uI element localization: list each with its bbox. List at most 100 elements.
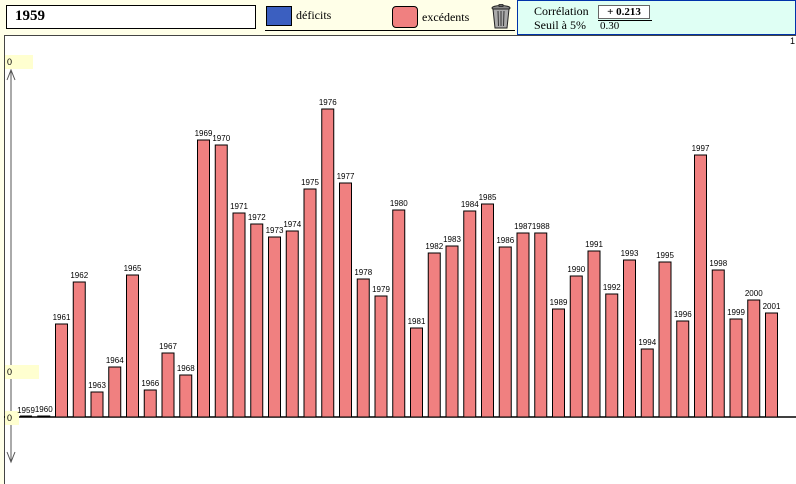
bar-1996 <box>676 320 690 418</box>
bar-label-2001: 2001 <box>763 302 781 311</box>
bar-label-1967: 1967 <box>159 342 177 351</box>
bar-1959 <box>20 415 32 417</box>
bar-1968 <box>179 374 193 418</box>
bar-1995 <box>658 261 672 418</box>
bar-label-1961: 1961 <box>53 313 71 322</box>
correlation-value: + 0.213 <box>598 5 650 19</box>
y-tick-bg <box>5 55 33 69</box>
bar-1984 <box>463 210 477 418</box>
bar-label-1989: 1989 <box>550 298 568 307</box>
bar-label-1979: 1979 <box>372 285 390 294</box>
y-tick-bg <box>5 411 19 425</box>
bar-1983 <box>445 245 459 418</box>
threshold-label: Seuil à 5% <box>534 18 586 32</box>
bar-label-1986: 1986 <box>496 236 514 245</box>
bar-1976 <box>321 108 335 418</box>
bar-label-1982: 1982 <box>425 242 443 251</box>
bar-label-1993: 1993 <box>621 249 639 258</box>
bar-1980 <box>392 209 406 418</box>
bar-1975 <box>303 188 317 418</box>
bar-1986 <box>498 246 512 418</box>
bar-1999 <box>729 318 743 418</box>
bar-label-1959: 1959 <box>17 406 35 415</box>
bar-label-1971: 1971 <box>230 202 248 211</box>
bar-1967 <box>161 352 175 418</box>
bar-label-1975: 1975 <box>301 178 319 187</box>
trash-icon[interactable] <box>489 4 513 30</box>
bar-1974 <box>285 230 299 418</box>
bar-label-1976: 1976 <box>319 98 337 107</box>
bar-1991 <box>587 250 601 418</box>
bar-1977 <box>339 182 352 418</box>
bar-1962 <box>72 281 86 418</box>
bar-1982 <box>427 252 441 418</box>
bar-label-1973: 1973 <box>266 226 284 235</box>
bar-label-1977: 1977 <box>337 172 355 181</box>
bar-1970 <box>214 144 228 418</box>
y-tick-label: 0 <box>7 413 12 423</box>
bar-label-1965: 1965 <box>124 264 142 273</box>
bar-1992 <box>605 293 619 418</box>
bar-label-1985: 1985 <box>479 193 497 202</box>
bar-label-1998: 1998 <box>709 259 727 268</box>
legend-deficits-label: déficits <box>296 8 332 22</box>
bar-1998 <box>711 269 725 418</box>
bar-1993 <box>623 259 636 418</box>
bar-1979 <box>374 295 388 418</box>
bar-2000 <box>747 299 761 418</box>
y-tick-label: 0 <box>7 57 12 67</box>
legend-underline <box>265 30 515 31</box>
legend-excedents-label: excédents <box>422 10 470 24</box>
bar-label-1968: 1968 <box>177 364 195 373</box>
threshold-divider <box>598 20 652 21</box>
bar-label-1994: 1994 <box>638 338 656 347</box>
bar-label-1999: 1999 <box>727 308 745 317</box>
labels-layer: 1959 1960 1961 1962 1963 1964 1965 1966 1967 1968… <box>17 98 781 415</box>
bar-label-1981: 1981 <box>408 317 426 326</box>
y-axis-up-arrow <box>6 68 16 81</box>
correlation-panel: Corrélation + 0.213 Seuil à 5% 0.30 <box>517 0 796 35</box>
bar-label-1974: 1974 <box>283 220 301 229</box>
bar-1981 <box>410 327 423 418</box>
threshold-value: 0.30 <box>600 20 620 32</box>
bar-label-1997: 1997 <box>692 144 710 153</box>
bar-label-1962: 1962 <box>70 271 88 280</box>
bar-1965 <box>126 274 139 418</box>
bar-1973 <box>268 236 281 418</box>
bar-1966 <box>143 389 157 418</box>
y-tick-label: 0 <box>7 367 12 377</box>
bar-label-1978: 1978 <box>354 268 372 277</box>
bar-1960 <box>37 415 51 418</box>
bar-1972 <box>250 223 264 418</box>
bar-1978 <box>356 278 370 418</box>
bar-label-1970: 1970 <box>212 134 230 143</box>
bar-1961 <box>55 323 68 418</box>
bar-label-1987: 1987 <box>514 222 532 231</box>
selected-year-field[interactable]: 1959 <box>6 5 256 29</box>
bar-label-1964: 1964 <box>106 356 124 365</box>
bar-1997 <box>694 154 707 418</box>
bar-label-1969: 1969 <box>195 129 213 138</box>
bar-label-1992: 1992 <box>603 283 621 292</box>
bar-label-1995: 1995 <box>656 251 674 260</box>
bar-label-1984: 1984 <box>461 200 479 209</box>
bar-label-1972: 1972 <box>248 213 266 222</box>
bars-layer <box>20 108 778 418</box>
bar-2001 <box>765 312 778 418</box>
bar-label-1988: 1988 <box>532 222 550 231</box>
bar-1969 <box>197 139 210 418</box>
bar-label-1960: 1960 <box>35 405 53 414</box>
bar-1971 <box>232 212 246 418</box>
legend-excedents-swatch[interactable] <box>392 6 418 28</box>
bar-1990 <box>569 275 583 418</box>
bar-1994 <box>640 348 654 418</box>
bar-label-1983: 1983 <box>443 235 461 244</box>
bar-label-1990: 1990 <box>567 265 585 274</box>
corner-label: 1 <box>790 36 795 46</box>
legend-deficits-swatch[interactable] <box>266 6 292 26</box>
y-tick-bg <box>5 365 39 379</box>
bar-label-2000: 2000 <box>745 289 763 298</box>
bar-label-1963: 1963 <box>88 381 106 390</box>
bar-label-1980: 1980 <box>390 199 408 208</box>
bar-1987 <box>516 232 530 418</box>
